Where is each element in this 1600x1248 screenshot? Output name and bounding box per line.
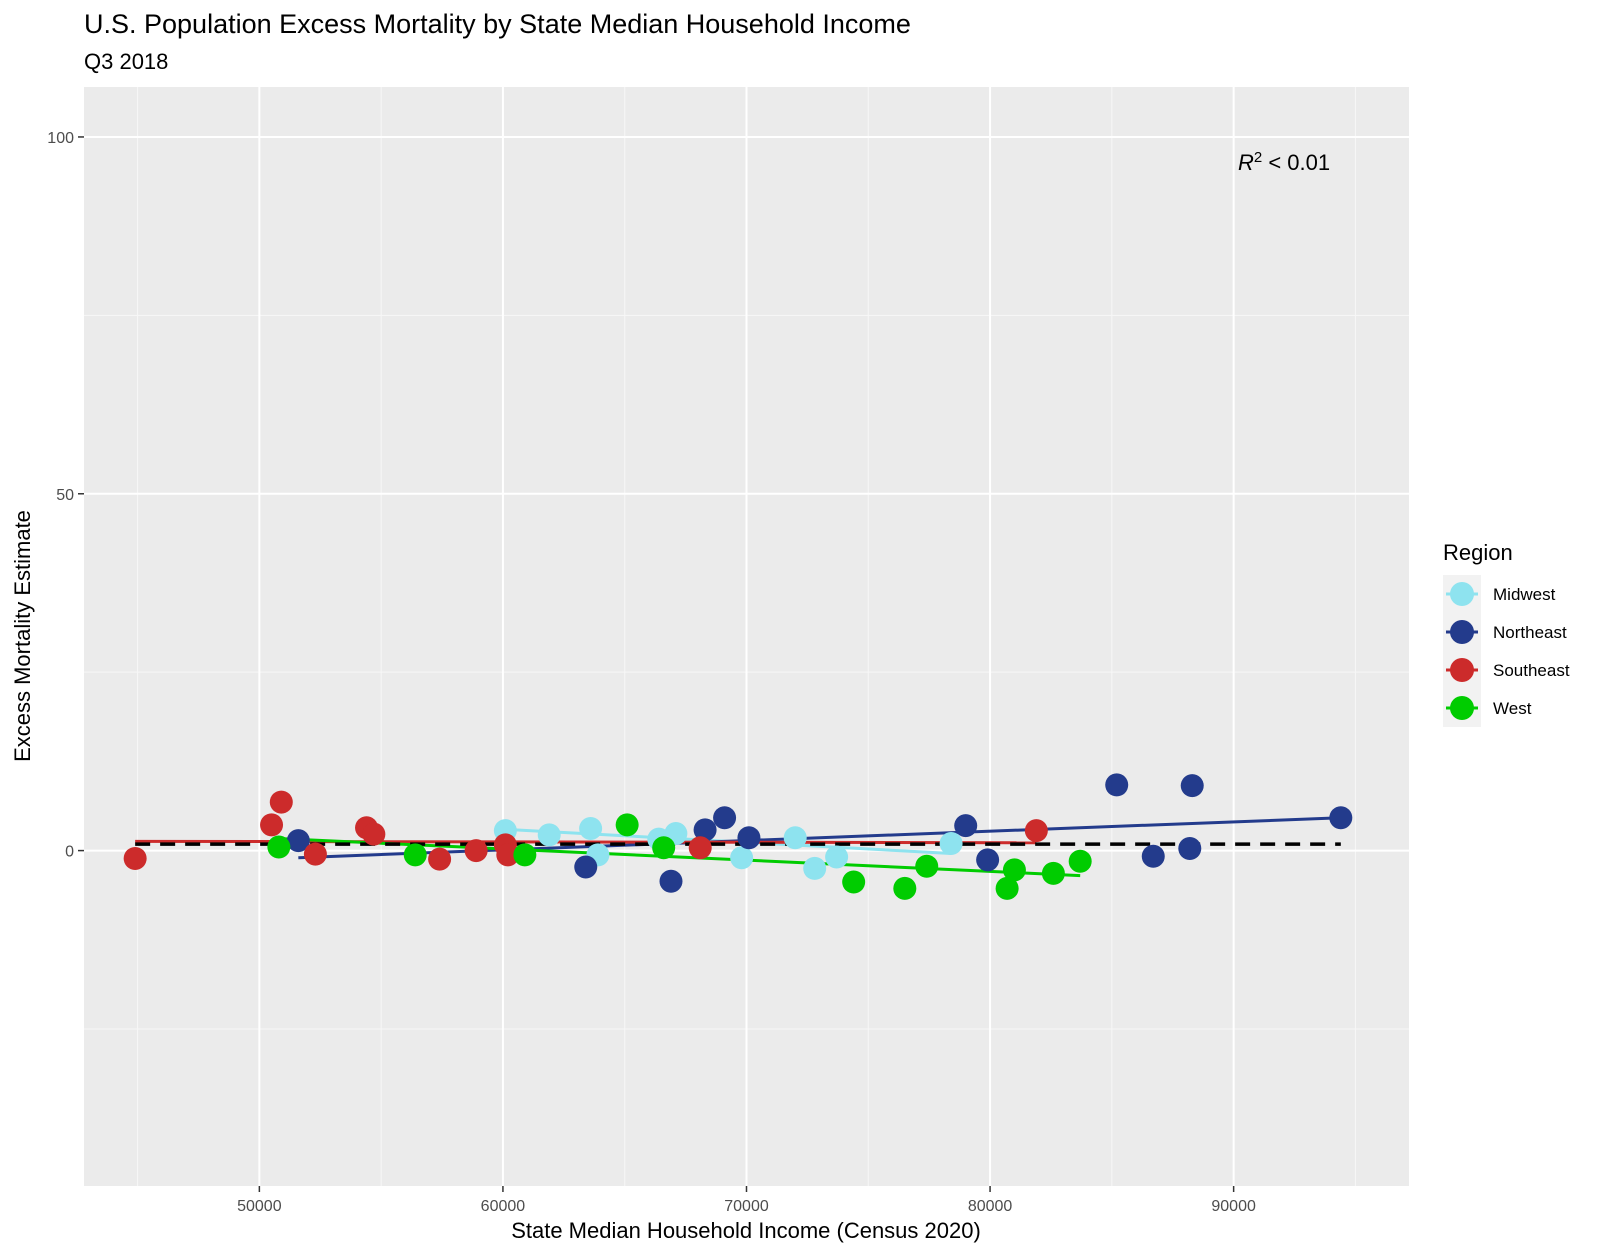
minor-gridlines (84, 87, 1409, 1186)
legend-key-midwest (1450, 582, 1474, 606)
legend-label-midwest: Midwest (1493, 585, 1556, 604)
y-tick-label: 50 (56, 487, 74, 504)
point-midwest (803, 856, 827, 880)
x-tick-label: 50000 (237, 1198, 282, 1215)
point-southeast (464, 839, 488, 863)
r-squared-annotation: R2 < 0.01 (1238, 149, 1330, 176)
point-midwest (783, 826, 807, 850)
point-midwest (825, 845, 849, 869)
point-northeast (659, 869, 683, 893)
legend-label-northeast: Northeast (1493, 623, 1567, 642)
point-west (652, 836, 676, 860)
x-tick-label: 70000 (724, 1198, 769, 1215)
data-points (123, 773, 1353, 900)
point-northeast (693, 818, 717, 842)
point-west (513, 843, 537, 867)
legend-label-west: West (1493, 699, 1532, 718)
legend-label-southeast: Southeast (1493, 661, 1570, 680)
point-southeast (428, 847, 452, 871)
point-southeast (123, 846, 147, 870)
point-northeast (1329, 806, 1353, 830)
point-west (842, 870, 866, 894)
point-west (995, 876, 1019, 900)
point-midwest (730, 846, 754, 870)
point-northeast (976, 848, 1000, 872)
point-northeast (737, 826, 761, 850)
y-axis-title: Excess Mortality Estimate (10, 510, 35, 762)
x-tick-label: 80000 (968, 1198, 1013, 1215)
point-southeast (688, 836, 712, 860)
legend: Region Midwest Northeast Southeast West (1443, 540, 1570, 727)
x-axis-ticks: 50000 60000 70000 80000 90000 (237, 1186, 1256, 1215)
point-southeast (269, 790, 293, 814)
point-west (615, 813, 639, 837)
y-tick-label: 100 (47, 130, 74, 147)
point-northeast (1141, 844, 1165, 868)
point-west (1068, 849, 1092, 873)
x-tick-label: 90000 (1211, 1198, 1256, 1215)
point-northeast (713, 806, 737, 830)
point-northeast (286, 829, 310, 853)
point-northeast (574, 855, 598, 879)
point-west (267, 835, 291, 859)
point-west (915, 854, 939, 878)
point-southeast (362, 822, 386, 846)
point-midwest (579, 816, 603, 840)
x-axis-title: State Median Household Income (Census 20… (511, 1218, 981, 1243)
y-tick-label: 0 (65, 844, 74, 861)
point-midwest (939, 831, 963, 855)
point-southeast (496, 843, 520, 867)
legend-key-southeast (1450, 658, 1474, 682)
legend-key-west (1450, 696, 1474, 720)
point-southeast (1024, 819, 1048, 843)
legend-title: Region (1443, 540, 1513, 565)
point-northeast (954, 814, 978, 838)
x-tick-label: 60000 (481, 1198, 526, 1215)
y-axis-ticks: 0 50 100 (47, 130, 84, 861)
point-west (403, 843, 427, 867)
chart-title: U.S. Population Excess Mortality by Stat… (84, 9, 911, 39)
legend-key-northeast (1450, 620, 1474, 644)
point-northeast (1180, 774, 1204, 798)
point-southeast (260, 813, 284, 837)
point-southeast (303, 842, 327, 866)
point-midwest (537, 823, 561, 847)
point-west (1041, 861, 1065, 885)
point-west (1002, 858, 1026, 882)
point-west (893, 876, 917, 900)
point-northeast (1105, 773, 1129, 797)
chart-subtitle: Q3 2018 (84, 49, 168, 74)
point-northeast (1178, 836, 1202, 860)
